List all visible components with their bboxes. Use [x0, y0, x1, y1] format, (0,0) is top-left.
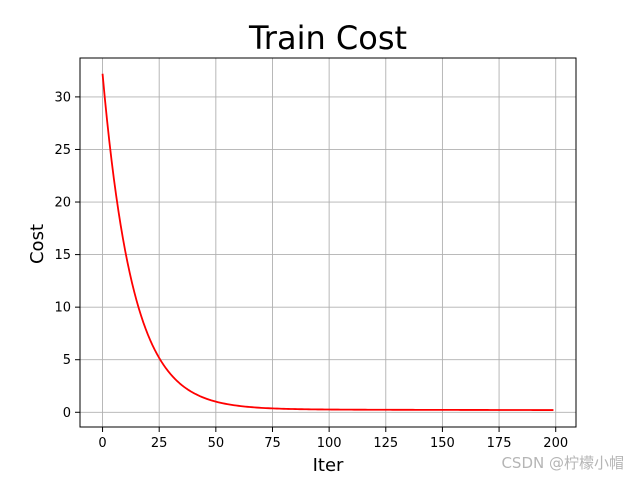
y-tick-label: 25	[54, 143, 71, 158]
y-tick-label: 5	[63, 353, 71, 368]
series-layer	[101, 73, 554, 411]
x-tick-label: 100	[317, 436, 342, 451]
chart-title: Train Cost	[248, 19, 407, 57]
x-tick-label: 75	[264, 436, 281, 451]
y-tick-label: 15	[54, 248, 71, 263]
x-tick-label: 25	[151, 436, 168, 451]
x-axis-label: Iter	[313, 455, 344, 476]
x-tick-label: 175	[487, 436, 512, 451]
cost-line	[101, 73, 554, 411]
x-tick-label: 0	[98, 436, 106, 451]
x-tick-label: 150	[430, 436, 455, 451]
watermark: CSDN @柠檬小帽	[501, 454, 624, 472]
x-tick-label: 125	[373, 436, 398, 451]
y-tick-label: 30	[54, 90, 71, 105]
plot-frame	[79, 57, 577, 428]
x-tick-label: 200	[543, 436, 568, 451]
y-tick-label: 10	[54, 301, 71, 316]
x-tick-label: 50	[208, 436, 225, 451]
y-tick-label: 0	[63, 406, 71, 421]
ticks: 0 25 50 75 100 125 150 175 200 0 5 10 15 20 25 30	[54, 90, 568, 451]
y-axis-label: Cost	[27, 224, 48, 264]
grid-lines	[80, 58, 576, 427]
y-tick-label: 20	[54, 196, 71, 211]
